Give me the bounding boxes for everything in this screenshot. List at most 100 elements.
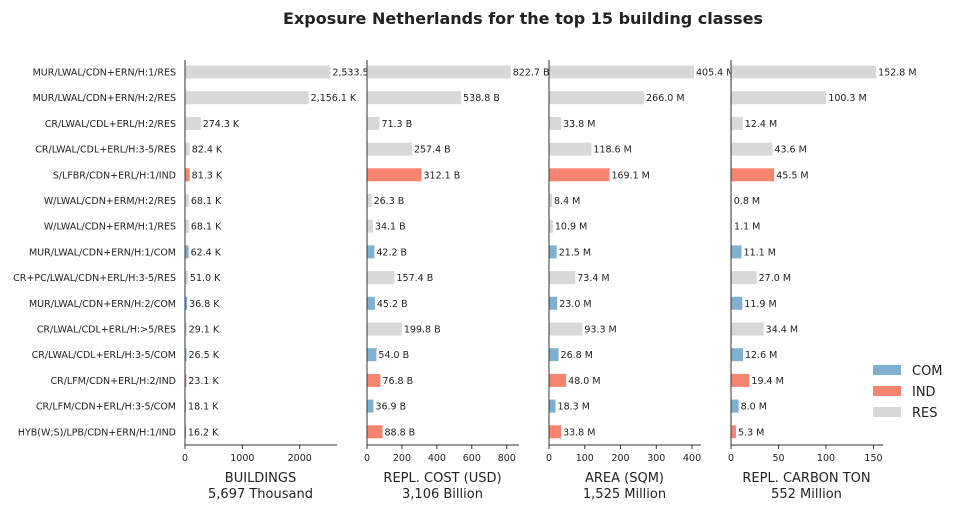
panel-total: 3,106 Billion <box>402 487 483 502</box>
data-label: 29.1 K <box>189 325 220 336</box>
x-tick-label: 600 <box>463 453 481 464</box>
data-label: 8.0 M <box>741 402 767 413</box>
bar <box>185 116 201 130</box>
category-label: CR+PC/LWAL/CDN+ERL/H:3-5/RES <box>13 273 176 284</box>
data-label: 43.6 M <box>774 145 806 156</box>
x-tick-label: 200 <box>611 453 629 464</box>
x-tick-label: 100 <box>817 453 835 464</box>
data-label: 538.8 B <box>463 93 500 104</box>
bar <box>367 194 372 207</box>
bar <box>731 425 737 439</box>
data-label: 48.0 M <box>568 376 600 387</box>
legend-label: COM <box>912 364 943 379</box>
bar <box>549 296 558 310</box>
bar <box>731 271 757 285</box>
bar <box>731 219 733 233</box>
category-label: S/LFBR/CDN+ERL/H:1/IND <box>53 170 176 181</box>
bar <box>367 348 377 362</box>
legend-swatch <box>873 407 901 417</box>
data-label: 18.3 M <box>558 402 590 413</box>
bar <box>367 65 511 79</box>
data-label: 405.4 M <box>696 68 734 79</box>
category-label: CR/LWAL/CDL+ERL/H:2/RES <box>45 119 176 130</box>
bar <box>731 142 773 156</box>
bar <box>367 142 412 156</box>
data-label: 16.2 K <box>188 427 219 438</box>
data-label: 257.4 B <box>414 145 451 156</box>
data-label: 36.8 K <box>189 299 220 310</box>
chart-title: Exposure Netherlands for the top 15 buil… <box>283 9 763 28</box>
bar <box>731 322 764 336</box>
bar <box>185 373 187 387</box>
data-label: 45.5 M <box>776 170 808 181</box>
bar <box>185 271 188 285</box>
bar <box>731 399 739 413</box>
bar <box>185 322 187 336</box>
data-label: 1.1 M <box>734 222 760 233</box>
chart-panel: 2,533.5 K 2,156.1 K 274.3 K 82.4 K 81.3 K 68.… <box>182 60 379 502</box>
bar <box>367 296 375 310</box>
legend: COM IND RES <box>873 364 943 421</box>
bar <box>549 271 576 285</box>
bar <box>367 116 380 130</box>
data-label: 169.1 M <box>611 170 649 181</box>
bar <box>731 245 742 259</box>
data-label: 82.4 K <box>192 145 223 156</box>
data-label: 23.1 K <box>188 376 219 387</box>
bar <box>549 219 553 233</box>
category-label: CR/LFM/CDN+ERL/H:2/IND <box>50 376 176 387</box>
data-label: 11.1 M <box>744 247 776 258</box>
bar <box>549 322 583 336</box>
category-label: CR/LWAL/CDL+ERL/H:>5/RES <box>37 325 176 336</box>
data-label: 822.7 B <box>513 68 550 79</box>
panel-total: 552 Million <box>771 487 842 502</box>
x-tick-label: 400 <box>683 453 701 464</box>
data-label: 93.3 M <box>584 325 616 336</box>
data-label: 21.5 M <box>559 247 591 258</box>
x-axis-label: REPL. CARBON TON <box>742 471 870 486</box>
data-label: 51.0 K <box>190 273 221 284</box>
data-label: 34.4 M <box>766 325 798 336</box>
x-tick-label: 100 <box>576 453 594 464</box>
bar <box>185 399 187 413</box>
bar <box>549 194 553 207</box>
panel-total: 1,525 Million <box>583 487 666 502</box>
bar <box>185 91 309 105</box>
x-tick-label: 200 <box>393 453 411 464</box>
bar <box>367 399 374 413</box>
bar <box>549 116 562 130</box>
bar <box>731 348 743 362</box>
panel-total: 5,697 Thousand <box>208 487 313 502</box>
panels-layer: 2,533.5 K 2,156.1 K 274.3 K 82.4 K 81.3 K 68.… <box>182 60 917 502</box>
data-label: 73.4 M <box>577 273 609 284</box>
data-label: 71.3 B <box>381 119 412 130</box>
data-label: 62.4 K <box>191 247 222 258</box>
data-label: 88.8 B <box>385 427 416 438</box>
category-label: W/LWAL/CDN+ERM/H:1/RES <box>44 222 176 233</box>
bar <box>731 296 743 310</box>
bar <box>549 245 557 259</box>
data-label: 23.0 M <box>559 299 591 310</box>
chart-panel: 152.8 M 100.3 M 12.4 M 43.6 M 45.5 M 0.8 M 1.1… <box>728 60 917 502</box>
data-label: 12.6 M <box>745 350 777 361</box>
bar <box>731 373 750 387</box>
bar <box>367 219 373 233</box>
data-label: 68.1 K <box>191 222 222 233</box>
data-label: 45.2 B <box>377 299 408 310</box>
bar <box>549 348 559 362</box>
data-label: 118.6 M <box>593 145 631 156</box>
chart-panel: 822.7 B 538.8 B 71.3 B 257.4 B 312.1 B 26.3 B… <box>364 60 549 502</box>
x-tick-label: 300 <box>647 453 665 464</box>
x-tick-label: 0 <box>182 453 188 464</box>
data-label: 10.9 M <box>555 222 587 233</box>
bar <box>367 91 462 105</box>
category-label: MUR/LWAL/CDN+ERN/H:1/RES <box>33 68 176 79</box>
data-label: 0.8 M <box>734 196 760 207</box>
data-label: 68.1 K <box>191 196 222 207</box>
bar <box>185 168 190 182</box>
data-label: 2,533.5 K <box>332 68 378 79</box>
bar <box>185 194 189 207</box>
category-label: CR/LWAL/CDL+ERL/H:3-5/COM <box>32 350 176 361</box>
